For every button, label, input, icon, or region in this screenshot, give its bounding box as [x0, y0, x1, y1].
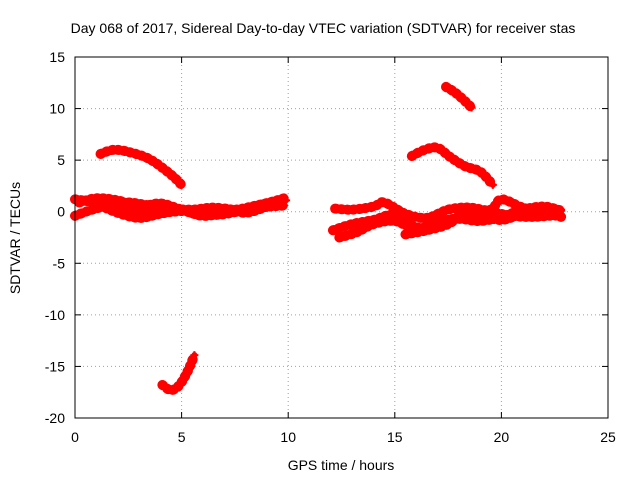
data-point	[156, 209, 165, 218]
y-tick-label: -15	[45, 358, 65, 374]
series-arc-c	[95, 144, 187, 190]
y-tick-label: 5	[57, 152, 65, 168]
series-marker-texture	[95, 144, 187, 190]
x-tick-label: 0	[71, 429, 79, 445]
series-arc-e	[406, 142, 498, 190]
series-marker-texture	[74, 193, 272, 220]
data-point	[459, 95, 468, 104]
data-point	[198, 210, 207, 219]
x-tick-label: 25	[600, 429, 616, 445]
data-point	[282, 196, 291, 205]
data-point	[465, 206, 474, 215]
data-point	[352, 228, 361, 237]
data-point	[113, 196, 122, 205]
data-point	[124, 147, 133, 156]
data-point	[166, 386, 175, 395]
series-layer	[70, 81, 567, 396]
data-point	[433, 143, 442, 152]
data-point	[422, 213, 431, 222]
data-point	[134, 202, 143, 211]
data-point	[476, 167, 485, 176]
data-point	[348, 205, 357, 214]
series-arc-f	[440, 81, 477, 113]
data-point	[497, 212, 506, 221]
data-point	[331, 204, 340, 213]
data-point	[156, 199, 165, 208]
data-point	[241, 208, 250, 217]
data-point	[92, 194, 101, 203]
data-point	[422, 226, 431, 235]
data-point	[88, 205, 97, 214]
data-point	[461, 162, 470, 171]
x-tick-label: 15	[387, 429, 403, 445]
data-point	[401, 209, 410, 218]
data-point	[113, 208, 122, 217]
data-point	[441, 82, 450, 91]
series-arc-b4	[400, 194, 567, 240]
data-point	[166, 170, 175, 179]
data-point	[183, 366, 192, 375]
data-point	[380, 198, 389, 207]
data-point	[96, 149, 105, 158]
data-point	[518, 203, 527, 212]
data-point	[175, 380, 184, 389]
y-tick-label: -20	[45, 410, 65, 426]
data-point	[476, 216, 485, 225]
data-point	[190, 351, 199, 360]
data-point	[407, 152, 416, 161]
y-tick-label: -10	[45, 307, 65, 323]
data-point	[335, 233, 344, 242]
data-point	[262, 202, 271, 211]
data-point	[540, 208, 549, 217]
data-point	[488, 180, 497, 189]
series-arc-d	[157, 350, 200, 396]
x-tick-label: 5	[178, 429, 186, 445]
y-axis-label: SDTVAR / TECUs	[7, 182, 23, 294]
ticks-layer: 0 5 10 15 20 25 15 10 5 0 -5 -10 -15 -20	[45, 49, 616, 445]
data-point	[444, 220, 453, 229]
data-point	[328, 226, 337, 235]
data-point	[75, 198, 84, 207]
data-point	[467, 103, 476, 112]
data-point	[145, 155, 154, 164]
y-tick-label: -5	[53, 255, 66, 271]
data-point	[557, 212, 566, 221]
data-point	[348, 220, 357, 229]
data-point	[497, 195, 506, 204]
y-tick-label: 15	[49, 49, 65, 65]
data-point	[446, 153, 455, 162]
plot-frame	[74, 56, 609, 419]
data-point	[177, 205, 186, 214]
y-tick-label: 10	[49, 101, 65, 117]
chart-title: Day 068 of 2017, Sidereal Day-to-day VTE…	[71, 20, 576, 36]
x-axis-label: GPS time / hours	[288, 457, 395, 473]
series-arc-a4	[74, 193, 272, 220]
data-point	[369, 220, 378, 229]
data-point	[158, 380, 167, 389]
series-marker-texture	[440, 81, 477, 113]
data-point	[444, 205, 453, 214]
data-point	[220, 204, 229, 213]
x-tick-label: 20	[494, 429, 510, 445]
data-point	[390, 216, 399, 225]
x-tick-label: 10	[280, 429, 296, 445]
data-point	[420, 145, 429, 154]
data-point	[134, 213, 143, 222]
data-point	[450, 88, 459, 97]
y-tick-label: 0	[57, 204, 65, 220]
data-point	[109, 145, 118, 154]
data-point	[401, 230, 410, 239]
data-point	[177, 180, 186, 189]
data-point	[369, 202, 378, 211]
data-point	[486, 205, 495, 214]
